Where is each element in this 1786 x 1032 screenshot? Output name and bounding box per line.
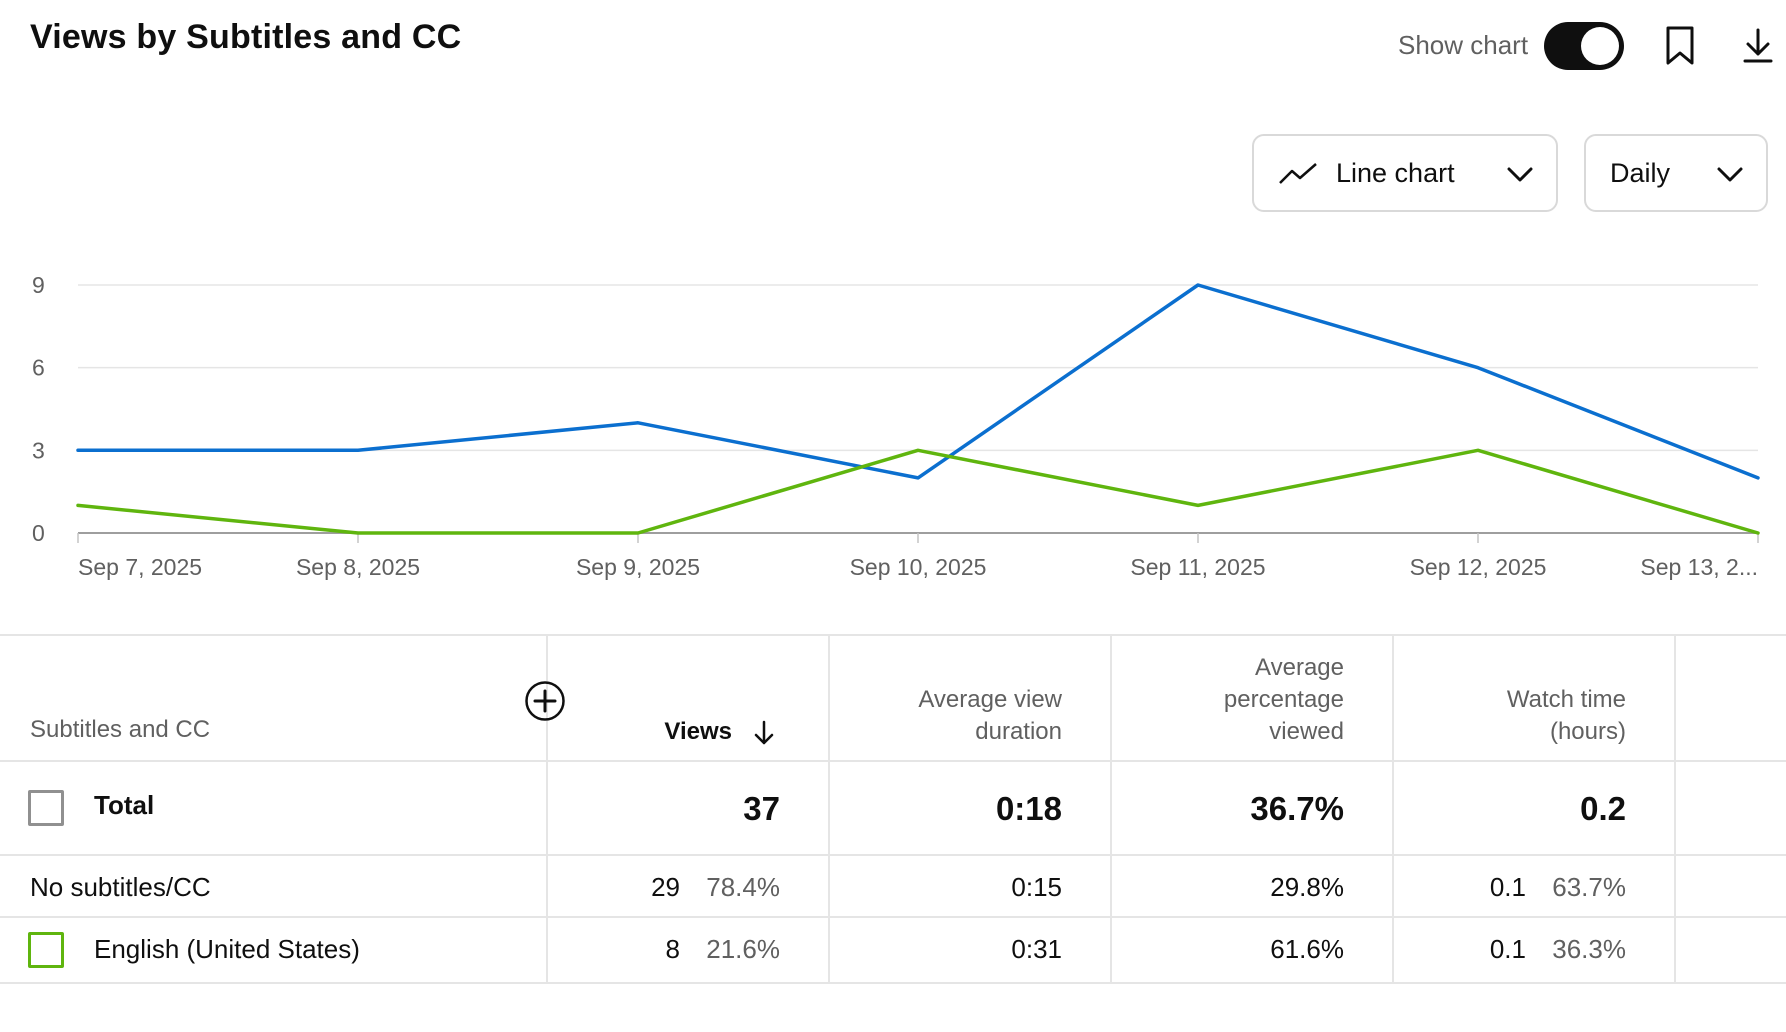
- chart-type-dropdown[interactable]: Line chart: [1252, 134, 1558, 212]
- row-divider: [0, 854, 1786, 856]
- x-tick-label: Sep 12, 2025: [1410, 554, 1547, 580]
- total-apv: 36.7%: [1250, 790, 1344, 827]
- y-tick-label: 6: [32, 355, 45, 381]
- column-header-views[interactable]: Views: [664, 716, 732, 748]
- bookmark-icon: [1666, 26, 1694, 65]
- row-avd: 0:31: [1011, 934, 1062, 964]
- row-divider: [0, 982, 1786, 984]
- header-line: (hours): [1549, 718, 1626, 745]
- chevron-down-icon: [1717, 167, 1743, 182]
- arrow-down-icon[interactable]: [752, 720, 776, 746]
- column-divider: [1392, 636, 1394, 984]
- total-views: 37: [743, 790, 780, 827]
- header-line: Average view: [918, 686, 1062, 713]
- series-line-0: [76, 283, 1760, 480]
- column-header-subtitles[interactable]: Subtitles and CC: [30, 716, 211, 743]
- page-title: Views by Subtitles and CC: [30, 18, 462, 56]
- column-divider: [828, 636, 830, 984]
- english-checkbox[interactable]: [28, 932, 64, 968]
- y-tick-label: 9: [32, 272, 45, 298]
- row-label-english: English (United States): [94, 934, 360, 964]
- column-divider: [1674, 636, 1676, 984]
- line-chart-icon: [1279, 163, 1317, 184]
- column-divider: [546, 636, 548, 984]
- toggle-knob: [1581, 27, 1619, 65]
- row-views: 29: [651, 872, 680, 902]
- row-label-no-subtitles: No subtitles/CC: [30, 872, 211, 902]
- y-tick-label: 3: [32, 437, 45, 463]
- row-apv: 61.6%: [1270, 934, 1344, 964]
- row-views: 8: [665, 934, 680, 964]
- period-dropdown[interactable]: Daily: [1584, 134, 1768, 212]
- row-divider: [0, 916, 1786, 918]
- total-watch-time: 0.2: [1580, 790, 1626, 827]
- row-divider: [0, 760, 1786, 762]
- total-checkbox[interactable]: [28, 790, 64, 826]
- download-icon: [1743, 28, 1773, 63]
- chevron-down-icon: [1507, 167, 1533, 182]
- bookmark-button[interactable]: [1658, 24, 1702, 68]
- x-tick-label: Sep 9, 2025: [576, 554, 700, 580]
- header-line: percentage: [1223, 686, 1344, 713]
- x-tick-label: Sep 7, 2025: [78, 554, 202, 580]
- chart-type-label: Line chart: [1336, 157, 1455, 188]
- views-header-label: Views: [664, 718, 732, 745]
- header-line: Watch time: [1506, 686, 1626, 713]
- row-watch-time-pct: 63.7%: [1552, 872, 1626, 902]
- column-header-apv[interactable]: Average percentage viewed: [1224, 652, 1344, 748]
- header-line: viewed: [1269, 718, 1344, 745]
- header-line: Average: [1255, 654, 1344, 681]
- row-apv: 29.8%: [1270, 872, 1344, 902]
- show-chart-label: Show chart: [1398, 30, 1529, 60]
- row-watch-time: 0.1: [1489, 934, 1526, 964]
- row-views-pct: 78.4%: [706, 872, 780, 902]
- add-column-button[interactable]: [524, 680, 566, 722]
- line-chart: 0 3 6 9 Sep 7, 2025 Sep 8, 2025 Sep 9, 2025 Sep…: [32, 272, 1760, 580]
- row-watch-time-pct: 36.3%: [1552, 934, 1626, 964]
- row-avd: 0:15: [1011, 872, 1062, 902]
- column-divider: [1110, 636, 1112, 984]
- column-header-watch-time[interactable]: Watch time (hours): [1507, 684, 1626, 748]
- plus-circle-icon: [525, 681, 565, 721]
- table-top-border: [0, 634, 1786, 636]
- x-tick-label: Sep 8, 2025: [296, 554, 420, 580]
- series-line-1: [76, 448, 1760, 535]
- period-label: Daily: [1610, 157, 1671, 188]
- total-avd: 0:18: [995, 790, 1062, 827]
- x-tick-label: Sep 10, 2025: [850, 554, 987, 580]
- row-views-pct: 21.6%: [706, 934, 780, 964]
- y-tick-label: 0: [32, 520, 45, 546]
- x-tick-label: Sep 13, 2...: [1640, 554, 1758, 580]
- download-button[interactable]: [1736, 24, 1780, 68]
- x-tick-label: Sep 11, 2025: [1130, 554, 1265, 580]
- show-chart-toggle[interactable]: [1544, 22, 1624, 70]
- total-label: Total: [94, 790, 155, 820]
- header-line: duration: [975, 718, 1062, 745]
- column-header-avd[interactable]: Average view duration: [918, 684, 1062, 748]
- row-watch-time: 0.1: [1489, 872, 1526, 902]
